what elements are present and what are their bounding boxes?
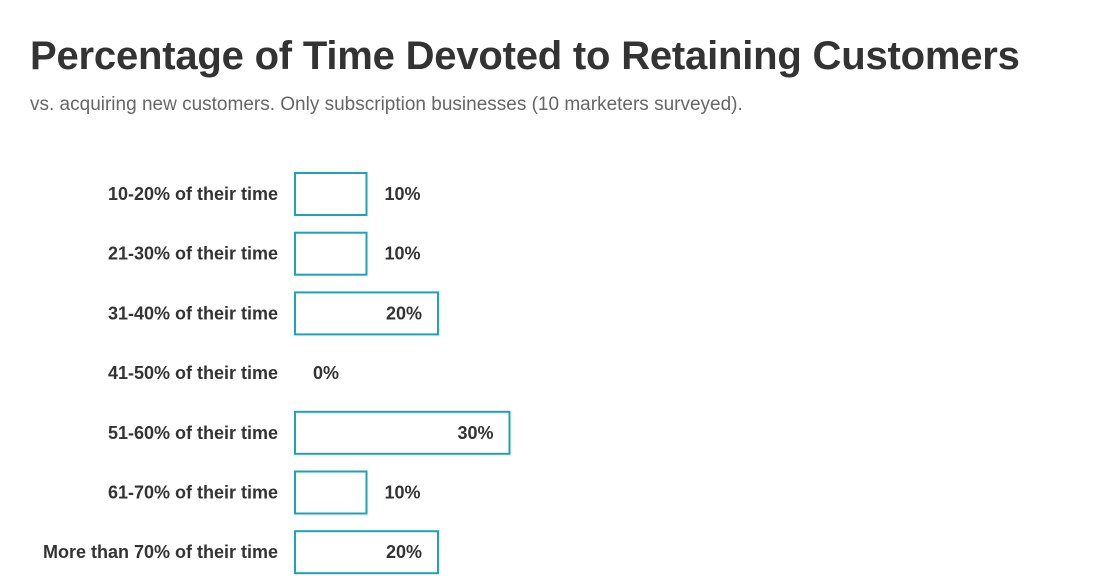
value-label: 10% [385,244,421,264]
category-label: 10-20% of their time [108,184,278,204]
chart-title: Percentage of Time Devoted to Retaining … [30,34,1020,78]
value-label: 0% [313,363,339,383]
value-label: 20% [386,303,422,323]
value-label: 20% [386,542,422,562]
bar [294,231,368,276]
category-label: 31-40% of their time [108,303,278,323]
value-label: 10% [385,483,421,503]
bar [294,172,368,216]
bar [294,410,511,455]
category-label: 41-50% of their time [108,363,278,383]
bar [294,470,368,515]
bar [294,291,439,336]
chart-subtitle: vs. acquiring new customers. Only subscr… [30,94,743,115]
category-label: 61-70% of their time [108,483,278,503]
category-label: 21-30% of their time [108,244,278,264]
category-label: 51-60% of their time [108,423,278,443]
bar [294,530,439,575]
category-label: More than 70% of their time [43,542,278,562]
value-label: 30% [457,423,493,443]
value-label: 10% [385,184,421,204]
